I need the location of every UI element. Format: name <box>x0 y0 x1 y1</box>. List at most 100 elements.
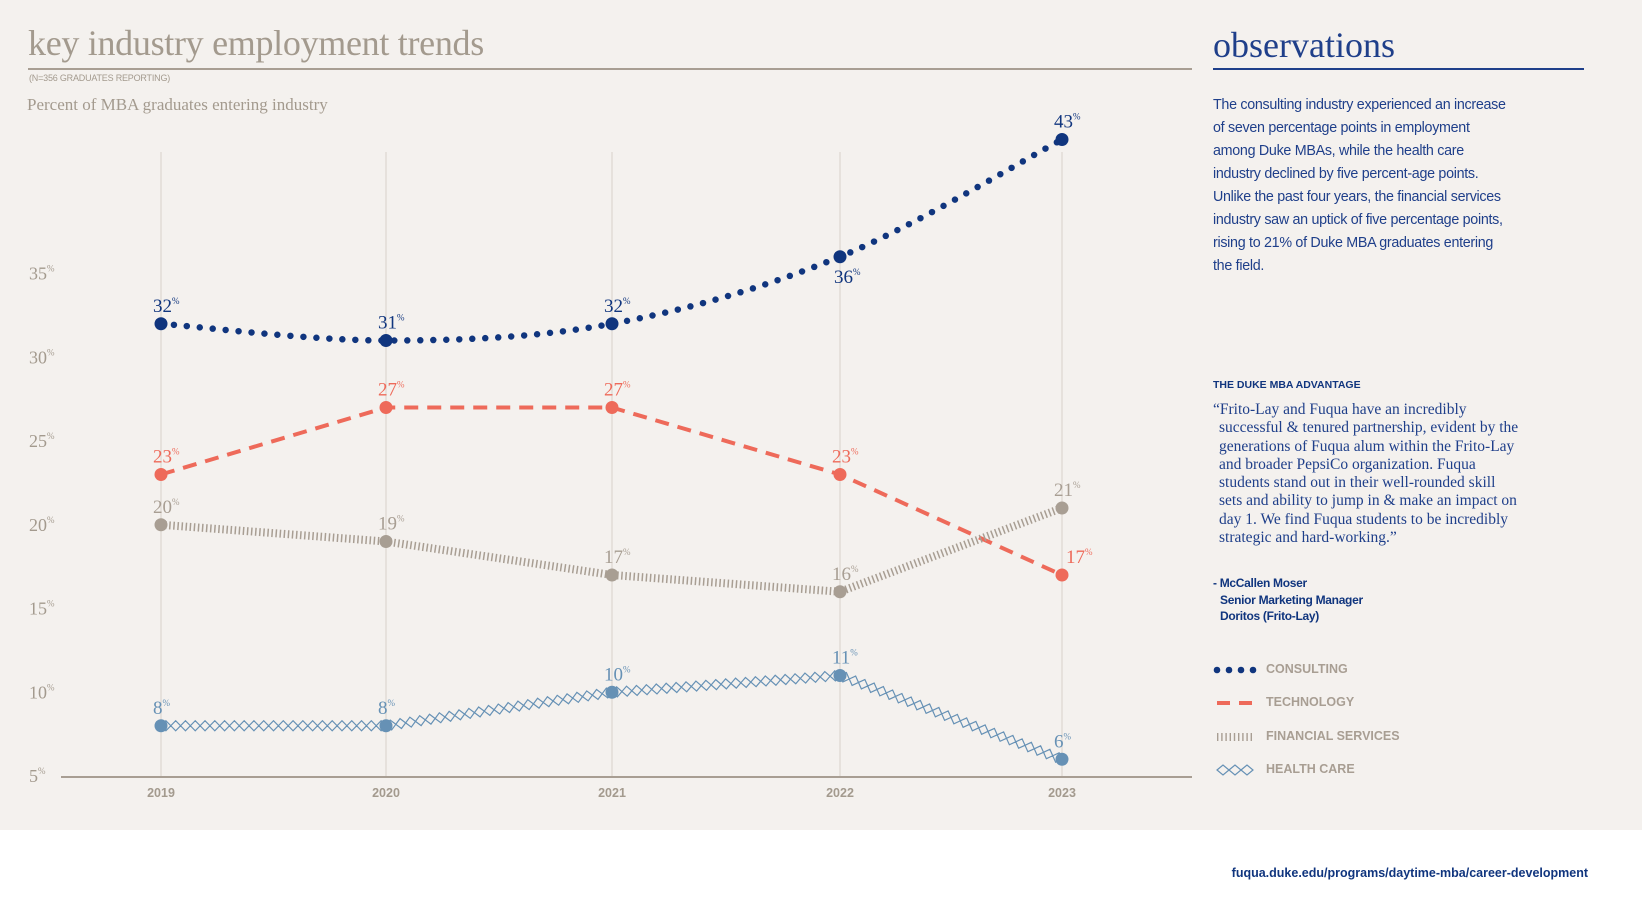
data-point <box>1055 568 1069 582</box>
data-label-unit: % <box>623 296 631 306</box>
data-label-unit: % <box>1073 480 1081 490</box>
legend-item-financial-services: FINANCIAL SERVICES <box>1213 727 1513 747</box>
data-label: 31% <box>378 313 405 334</box>
hatched-line-swatch-icon <box>1217 733 1253 741</box>
data-label-value: 11 <box>832 648 850 669</box>
x-tick-label: 2023 <box>1048 786 1076 800</box>
data-label-value: 36 <box>834 267 853 288</box>
data-point <box>605 568 619 582</box>
x-tick-label: 2022 <box>826 786 854 800</box>
data-label: 32% <box>604 296 631 317</box>
data-label: 16% <box>832 564 859 585</box>
y-tick-value: 35 <box>29 264 47 284</box>
data-label-value: 23 <box>832 447 851 468</box>
data-label-value: 43 <box>1054 112 1073 133</box>
data-label: 21% <box>1054 480 1081 501</box>
data-label: 11% <box>832 648 858 669</box>
data-point <box>154 719 168 733</box>
dashed-line-swatch-icon <box>1217 701 1252 705</box>
data-label-unit: % <box>851 447 859 457</box>
legend-label: HEALTH CARE <box>1266 762 1355 776</box>
footer-url-link[interactable]: fuqua.duke.edu/programs/daytime-mba/care… <box>1231 866 1588 880</box>
data-label-unit: % <box>397 514 405 524</box>
dotted-line-swatch-icon <box>1213 666 1257 674</box>
data-label-value: 21 <box>1054 480 1073 501</box>
data-label: 6% <box>1054 731 1072 752</box>
y-tick-value: 25 <box>29 431 47 451</box>
data-label: 32% <box>153 296 180 317</box>
data-label-value: 6 <box>1054 731 1064 752</box>
data-label-value: 19 <box>378 514 397 535</box>
data-label-unit: % <box>172 296 180 306</box>
series-consulting: 32%31%32%36%43% <box>153 112 1081 347</box>
data-label-unit: % <box>1085 547 1093 557</box>
data-label: 17% <box>604 547 631 568</box>
attribution-role: Senior Marketing Manager <box>1220 592 1363 607</box>
data-point <box>833 250 847 264</box>
title-divider <box>28 68 1192 70</box>
data-label: 10% <box>604 664 631 685</box>
data-point <box>379 535 393 548</box>
data-point <box>154 518 168 532</box>
y-tick-label: 30% <box>29 347 55 367</box>
observations-title: observations <box>1213 25 1395 65</box>
data-label: 27% <box>604 380 631 401</box>
testimonial-attribution: - McCallen Moser Senior Marketing Manage… <box>1213 575 1363 625</box>
y-tick-unit: % <box>38 766 46 776</box>
data-point <box>833 585 847 599</box>
y-tick-value: 5 <box>29 766 38 786</box>
series-health-care: 8% 8%10%11%6% <box>153 648 1072 766</box>
data-label-value: 27 <box>604 380 623 401</box>
data-point <box>154 468 168 481</box>
observations-divider <box>1213 68 1584 70</box>
data-label: 8% <box>153 698 171 719</box>
y-tick-label: 15% <box>29 599 55 619</box>
data-label-value: 8 <box>153 698 163 719</box>
y-tick-unit: % <box>47 431 55 441</box>
y-tick-unit: % <box>47 599 55 609</box>
attribution-company: Doritos (Frito-Lay) <box>1220 609 1319 623</box>
data-point <box>605 685 619 699</box>
diamond-chain-swatch-icon <box>1216 764 1254 776</box>
data-point <box>1055 501 1069 515</box>
data-label-unit: % <box>851 564 859 574</box>
y-tick-unit: % <box>47 682 55 692</box>
data-label-value: 20 <box>153 497 172 518</box>
data-point <box>605 401 619 414</box>
y-tick-label: 35% <box>29 264 55 284</box>
data-label: 36% <box>834 267 861 288</box>
line-chart: 2019 2020 2021 2022 20235%10%15%20%25%30%35%… <box>29 112 1192 800</box>
y-tick-label: 5% <box>29 766 46 786</box>
data-label-value: 10 <box>604 664 623 685</box>
sample-note: (N=356 GRADUATES REPORTING) <box>29 73 171 83</box>
chart-subtitle: Percent of MBA graduates entering indust… <box>27 95 328 114</box>
y-tick-value: 20 <box>29 515 47 535</box>
data-label: 23% <box>153 447 180 468</box>
testimonial-quote: “Frito-Lay and Fuqua have an incredibly … <box>1213 401 1519 547</box>
data-label-unit: % <box>388 698 396 708</box>
data-label-value: 23 <box>153 447 172 468</box>
attribution-name: - McCallen Moser <box>1213 576 1307 590</box>
data-label-value: 16 <box>832 564 851 585</box>
legend-item-health-care: HEALTH CARE <box>1213 760 1513 780</box>
chart-panel <box>0 0 1642 830</box>
data-label-unit: % <box>1064 731 1072 741</box>
legend-label: CONSULTING <box>1266 662 1348 676</box>
x-tick-label: 2021 <box>598 786 626 800</box>
data-label: 43% <box>1054 112 1081 133</box>
y-tick-label: 10% <box>29 682 55 702</box>
advantage-title: THE DUKE MBA ADVANTAGE <box>1213 379 1361 391</box>
data-label-value: 31 <box>378 313 397 334</box>
data-label-unit: % <box>853 267 861 277</box>
data-label: 20% <box>153 497 180 518</box>
page-title: key industry employment trends <box>28 23 484 63</box>
y-tick-value: 10 <box>29 682 47 702</box>
data-point <box>379 334 393 347</box>
data-label-value: 8 <box>378 698 388 719</box>
data-label-value: 17 <box>1066 547 1085 568</box>
legend-item-technology: TECHNOLOGY <box>1213 693 1513 713</box>
x-tick-label: 2019 <box>147 786 175 800</box>
data-point <box>379 401 393 414</box>
y-tick-label: 20% <box>29 515 55 535</box>
data-label-unit: % <box>397 380 405 390</box>
